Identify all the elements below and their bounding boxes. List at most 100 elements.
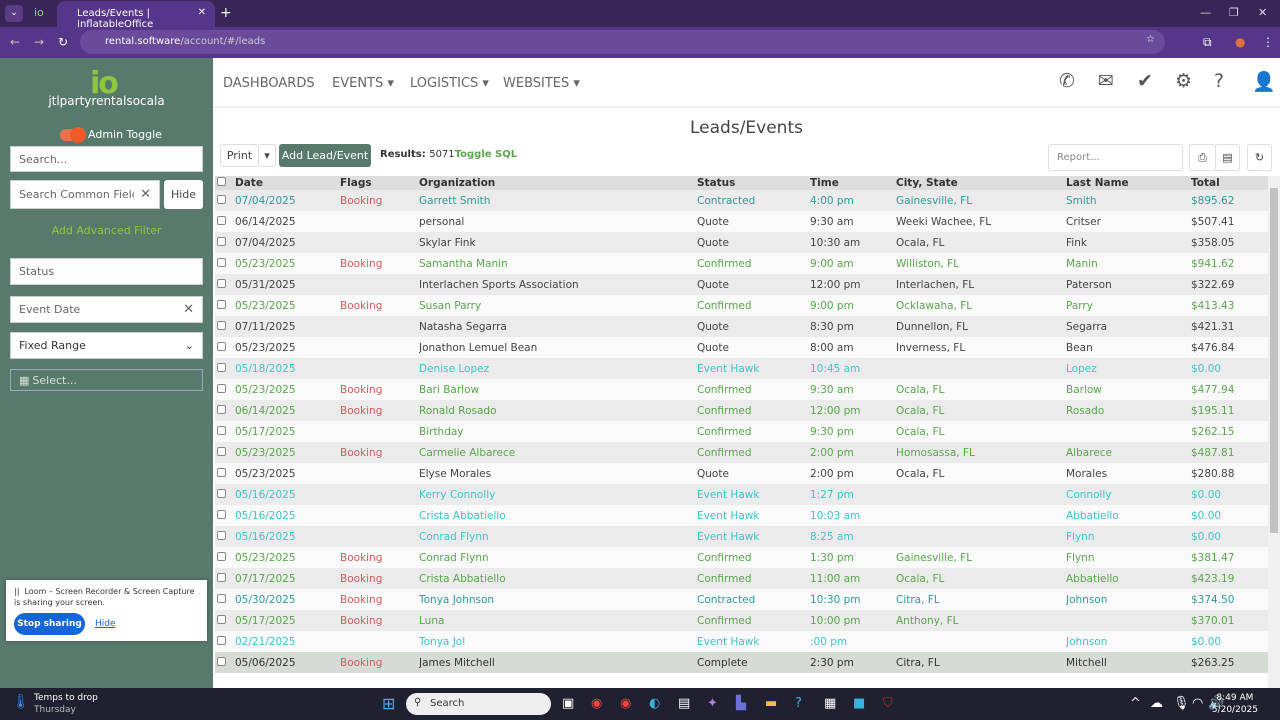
col-flags[interactable]: Flags (340, 176, 419, 190)
row-checkbox[interactable] (217, 194, 226, 204)
col-city-state[interactable]: City, State (896, 176, 1066, 190)
envelope-icon[interactable]: ✉ (1098, 70, 1114, 92)
windows-start-icon[interactable]: ⊞ (382, 694, 396, 713)
row-checkbox[interactable] (217, 404, 226, 414)
table-row[interactable]: 05/17/2025 Booking Luna Confirmed 10:00 pm An… (215, 610, 1268, 631)
store-icon[interactable]: ▦ (824, 696, 837, 711)
minimize-icon[interactable]: — (1200, 6, 1211, 19)
row-checkbox[interactable] (217, 656, 226, 666)
cell-organization[interactable]: Susan Parry (419, 295, 697, 316)
table-row[interactable]: 05/17/2025 Birthday Confirmed 9:30 pm Ocala,… (215, 421, 1268, 442)
row-checkbox[interactable] (217, 425, 226, 435)
col-last-name[interactable]: Last Name (1066, 176, 1191, 190)
table-row[interactable]: 07/11/2025 Natasha Segarra Quote 8:30 pm Dun… (215, 316, 1268, 337)
bookmark-star-icon[interactable]: ☆ (1146, 34, 1155, 45)
common-fields-input[interactable]: Search Common Fields ✕ (10, 180, 160, 209)
table-row[interactable]: 05/30/2025 Booking Tonya Johnson Contracted… (215, 589, 1268, 610)
volume-icon[interactable]: 🔊 (1208, 696, 1225, 711)
cell-organization[interactable]: Elyse Morales (419, 463, 697, 484)
table-row[interactable]: 02/21/2025 Tonya Jol Event Hawk:00 pm Johns… (215, 631, 1268, 652)
table-row[interactable]: 05/23/2025 Booking Conrad Flynn Confirmed 1:… (215, 547, 1268, 568)
table-row[interactable]: 05/16/2025 Conrad Flynn Event Hawk 8:25 am F… (215, 526, 1268, 547)
cell-organization[interactable]: Carmelie Albarece (419, 442, 697, 463)
cell-organization[interactable]: Jonathon Lemuel Bean (419, 337, 697, 358)
check-icon[interactable]: ✔ (1137, 70, 1153, 92)
row-checkbox[interactable] (217, 593, 226, 603)
col-date[interactable]: Date (235, 176, 340, 190)
cell-organization[interactable]: Denise Lopez (419, 358, 697, 379)
date-range-input[interactable]: ▦ Select... (10, 369, 203, 391)
browser-tab-active[interactable]: Leads/Events | InflatableOffice ✕ (57, 1, 215, 30)
close-window-icon[interactable]: ✕ (1258, 6, 1268, 19)
report-input[interactable]: Report... (1048, 144, 1183, 171)
hide-button[interactable]: Hide (164, 180, 203, 209)
extensions-icon[interactable]: ⧉ (1203, 35, 1212, 49)
cell-organization[interactable]: Natasha Segarra (419, 316, 697, 337)
row-checkbox[interactable] (217, 467, 226, 477)
range-select[interactable]: Fixed Range ⌄ (10, 332, 203, 359)
cell-organization[interactable]: Conrad Flynn (419, 547, 697, 568)
row-checkbox[interactable] (217, 341, 226, 351)
cell-organization[interactable]: Samantha Manin (419, 253, 697, 274)
row-checkbox[interactable] (217, 257, 226, 267)
row-checkbox[interactable] (217, 551, 226, 561)
cell-organization[interactable]: Garrett Smith (419, 190, 697, 211)
profile-avatar[interactable]: ● (1235, 35, 1246, 49)
browser-menu-icon[interactable]: ⋮ (1262, 35, 1274, 49)
row-checkbox[interactable] (217, 572, 226, 582)
cell-organization[interactable]: Birthday (419, 421, 697, 442)
tab-list-button[interactable]: ⌄ (5, 5, 23, 22)
cell-organization[interactable]: James Mitchell (419, 652, 697, 673)
clock[interactable]: 8:49 AM 5/20/2025 (1212, 692, 1258, 716)
cell-organization[interactable]: Tonya Jol (419, 631, 697, 652)
nav-dashboards[interactable]: DASHBOARDS (223, 76, 315, 91)
pinned-tab-io[interactable]: io (34, 6, 44, 19)
clear-icon[interactable]: ✕ (183, 302, 194, 317)
table-row[interactable]: 05/16/2025 Kerry Connolly Event Hawk 1:27 p… (215, 484, 1268, 505)
drag-handle-icon[interactable]: || (14, 587, 20, 596)
chrome-active-icon[interactable]: ◉ (620, 696, 632, 711)
col-time[interactable]: Time (810, 176, 896, 190)
url-field[interactable]: rental.software/account/#/leads ☆ (80, 30, 1165, 54)
gear-icon[interactable]: ⚙ (1175, 70, 1193, 92)
cell-organization[interactable]: Ronald Rosado (419, 400, 697, 421)
table-row[interactable]: 05/06/2025 Booking James Mitchell Complete 2… (215, 652, 1268, 673)
user-icon[interactable]: 👤 (1252, 71, 1276, 93)
export-file-icon[interactable]: ▤ (1215, 144, 1240, 171)
event-date-filter[interactable]: Event Date ✕ (10, 296, 203, 323)
logo[interactable]: io (90, 66, 119, 101)
cell-organization[interactable]: Crista Abbatiello (419, 505, 697, 526)
print-icon[interactable]: ⎙ (1189, 144, 1216, 171)
cell-organization[interactable]: Luna (419, 610, 697, 631)
cell-organization[interactable]: personal (419, 211, 697, 232)
close-tab-icon[interactable]: ✕ (197, 7, 206, 18)
add-advanced-filter-link[interactable]: Add Advanced Filter (51, 224, 162, 237)
table-row[interactable]: 07/04/2025 Skylar Fink Quote 10:30 am Ocala,… (215, 232, 1268, 253)
cell-organization[interactable]: Interlachen Sports Association (419, 274, 697, 295)
row-checkbox[interactable] (217, 446, 226, 456)
back-icon[interactable]: ← (10, 35, 21, 49)
row-checkbox[interactable] (217, 320, 226, 330)
cell-organization[interactable]: Kerry Connolly (419, 484, 697, 505)
maximize-icon[interactable]: ❐ (1229, 6, 1239, 19)
col-status[interactable]: Status (697, 176, 810, 190)
forward-icon[interactable]: → (34, 35, 45, 49)
table-scrollbar[interactable] (1268, 176, 1280, 688)
table-row[interactable]: 05/23/2025 Jonathon Lemuel Bean Quote 8:00 … (215, 337, 1268, 358)
task-view-icon[interactable]: ▣ (562, 696, 575, 711)
table-row[interactable]: 05/23/2025 Booking Susan Parry Confirmed 9:0… (215, 295, 1268, 316)
hide-banner-link[interactable]: Hide (95, 618, 116, 629)
teams-icon[interactable]: ▙ (736, 696, 746, 711)
col-organization[interactable]: Organization (419, 176, 697, 190)
edge-icon[interactable]: ◐ (649, 696, 661, 711)
table-row[interactable]: 07/17/2025 Booking Crista Abbatiello Confir… (215, 568, 1268, 589)
wifi-icon[interactable]: ◠ (1192, 696, 1204, 711)
reload-icon[interactable]: ↻ (58, 35, 69, 49)
nav-logistics[interactable]: LOGISTICS ▾ (410, 76, 489, 91)
stop-sharing-button[interactable]: Stop sharing (14, 613, 85, 635)
microphone-icon[interactable]: 🎙 (1173, 696, 1190, 711)
mcafee-app-icon[interactable]: ■ (853, 696, 866, 711)
file-explorer-icon[interactable]: ▬ (765, 696, 778, 711)
nav-websites[interactable]: WEBSITES ▾ (503, 76, 580, 91)
row-checkbox[interactable] (217, 530, 226, 540)
